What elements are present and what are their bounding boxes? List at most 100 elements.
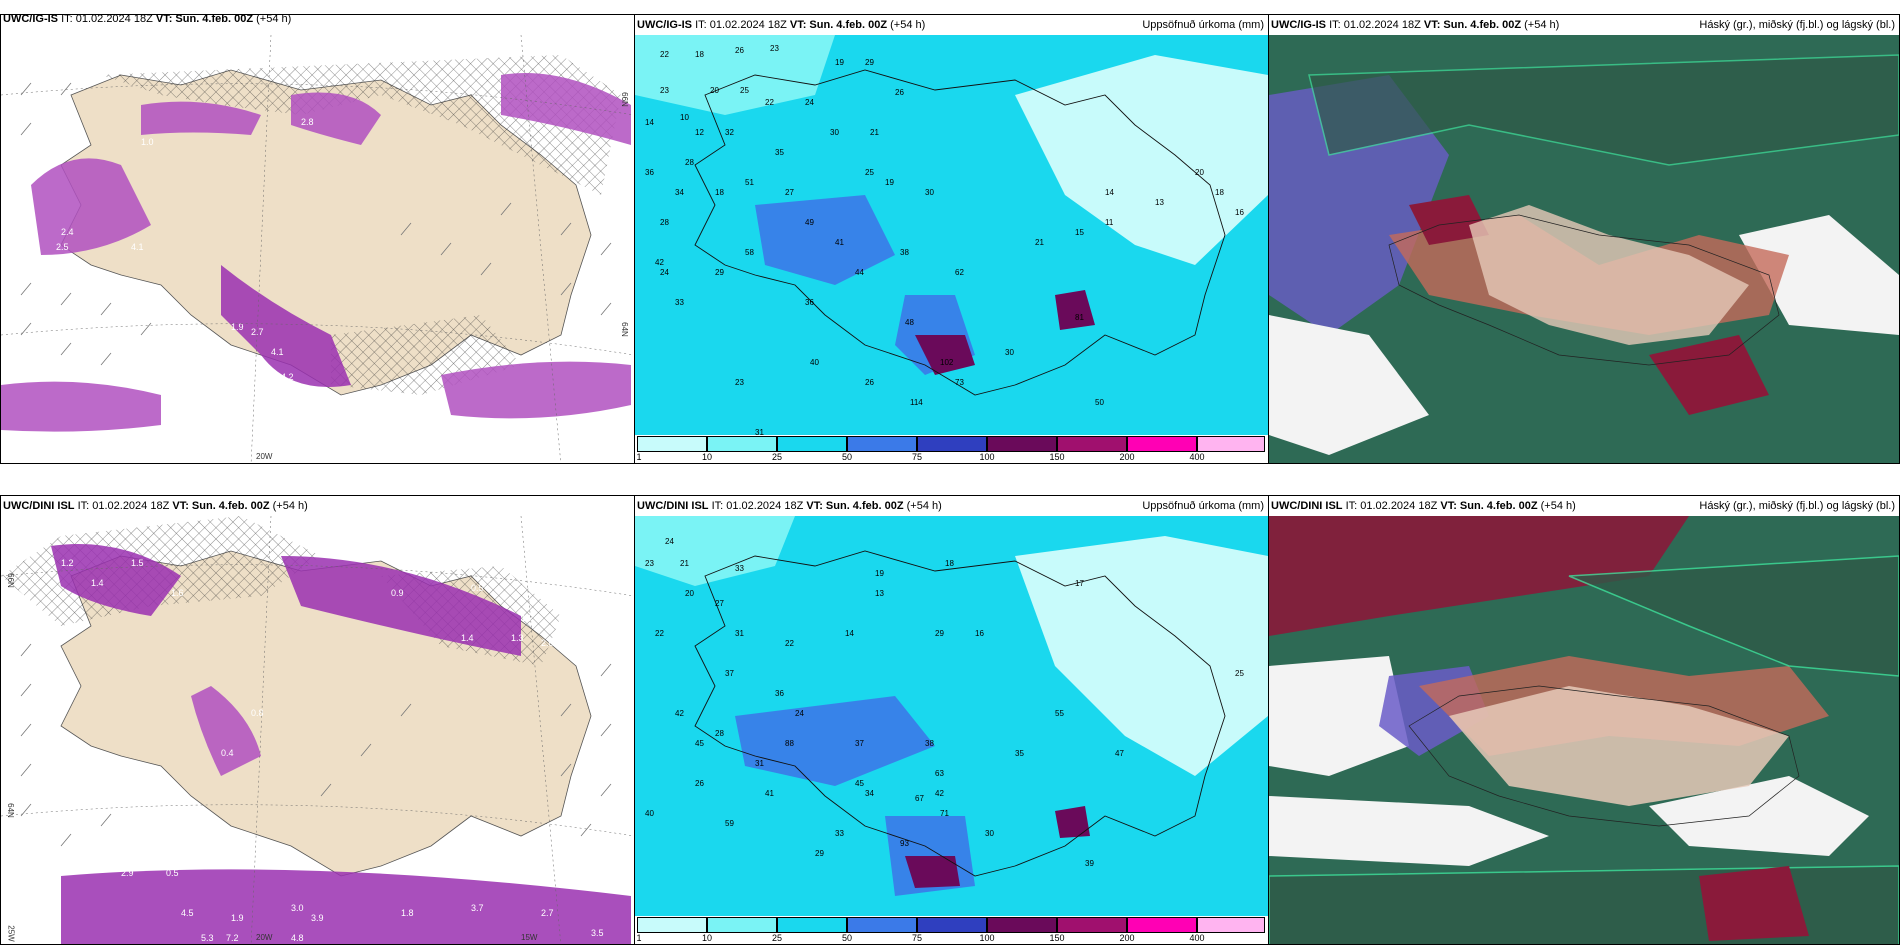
svg-text:27: 27 xyxy=(715,599,724,608)
svg-text:1.2: 1.2 xyxy=(61,558,74,568)
svg-text:2.9: 2.9 xyxy=(471,417,484,427)
high-cloud-darkred-south xyxy=(1649,335,1769,415)
svg-text:1.9: 1.9 xyxy=(231,913,244,923)
panel-bottom-mid-precip: UWC/DINI ISL IT: 01.02.2024 18Z VT: Sun.… xyxy=(634,495,1269,945)
colorbar-swatch xyxy=(847,917,917,933)
svg-text:1.8: 1.8 xyxy=(401,908,414,918)
lon-label-25w: 25W xyxy=(6,925,16,942)
svg-text:27: 27 xyxy=(785,188,794,197)
precip-colorbar: 1 10 25 50 75 100 150 200 400 xyxy=(635,435,1268,463)
svg-text:2.4: 2.4 xyxy=(61,227,74,237)
svg-text:4.5: 4.5 xyxy=(181,908,194,918)
svg-text:31: 31 xyxy=(755,428,764,437)
lat-label-64n: 64N xyxy=(620,322,630,337)
colorbar-tick: 75 xyxy=(911,933,923,943)
colorbar-tick: 400 xyxy=(1189,933,1205,943)
colorbar-tick: 100 xyxy=(979,452,995,462)
colorbar-tick: 150 xyxy=(1049,933,1065,943)
low-cloud-blue xyxy=(1269,75,1449,335)
svg-text:30: 30 xyxy=(985,829,994,838)
colorbar-swatch xyxy=(1057,917,1127,933)
svg-text:55: 55 xyxy=(1055,709,1064,718)
svg-text:4.1: 4.1 xyxy=(271,347,284,357)
svg-text:18: 18 xyxy=(695,50,704,59)
colorbar-tick: 100 xyxy=(979,933,995,943)
svg-text:114: 114 xyxy=(910,398,923,407)
precip-area-light-nw xyxy=(635,35,835,115)
svg-text:26: 26 xyxy=(895,88,904,97)
colorbar-tick: 1 xyxy=(636,452,642,462)
svg-text:1.6: 1.6 xyxy=(171,588,184,598)
svg-text:16: 16 xyxy=(975,629,984,638)
colorbar-tick: 200 xyxy=(1119,452,1135,462)
precip-area-mid xyxy=(755,195,895,285)
panel-title: UWC/DINI ISL IT: 01.02.2024 18Z VT: Sun.… xyxy=(1269,496,1899,516)
svg-text:33: 33 xyxy=(735,564,744,573)
svg-text:3.5: 3.5 xyxy=(261,447,274,457)
svg-text:22: 22 xyxy=(655,629,664,638)
lon-label-20w: 20W xyxy=(256,933,273,942)
svg-text:14: 14 xyxy=(845,629,854,638)
svg-text:31: 31 xyxy=(735,629,744,638)
svg-text:3.8: 3.8 xyxy=(281,452,294,462)
svg-text:2.8: 2.8 xyxy=(301,117,314,127)
snow-wind-map: 1.2 1.4 1.5 1.6 0.6 0.5 0.9 1.4 1.2 2.0 1.3 0.8 0… xyxy=(1,516,634,944)
precip-area-light xyxy=(1015,536,1268,776)
svg-text:33: 33 xyxy=(675,298,684,307)
svg-text:63: 63 xyxy=(935,769,944,778)
svg-text:34: 34 xyxy=(865,789,874,798)
svg-text:34: 34 xyxy=(675,188,684,197)
svg-text:40: 40 xyxy=(645,809,654,818)
svg-text:10: 10 xyxy=(680,113,689,122)
colorbar-swatch xyxy=(637,436,707,452)
svg-text:20: 20 xyxy=(710,86,719,95)
svg-text:58: 58 xyxy=(745,248,754,257)
svg-text:40: 40 xyxy=(810,358,819,367)
wind-barbs xyxy=(20,82,612,366)
svg-text:30: 30 xyxy=(830,128,839,137)
svg-text:3.0: 3.0 xyxy=(291,903,304,913)
lat-lon-gridlines xyxy=(1,35,634,463)
svg-text:1.4: 1.4 xyxy=(461,633,474,643)
precip-area-high xyxy=(905,856,960,888)
svg-text:49: 49 xyxy=(805,218,814,227)
panel-field-label: Háský (gr.), miðský (fj.bl.) og lágský (… xyxy=(1699,19,1895,31)
svg-text:42: 42 xyxy=(655,258,664,267)
svg-text:23: 23 xyxy=(660,86,669,95)
svg-text:5.2: 5.2 xyxy=(581,442,594,452)
high-cloud-darkred-north xyxy=(1269,516,1689,636)
snow-band-west xyxy=(31,158,151,255)
precip-colorbar: 1 10 25 50 75 100 150 200 400 xyxy=(635,916,1268,944)
svg-text:1.4: 1.4 xyxy=(91,578,104,588)
svg-text:37: 37 xyxy=(725,669,734,678)
svg-text:28: 28 xyxy=(660,218,669,227)
colorbar-tick: 400 xyxy=(1189,452,1205,462)
colorbar-swatch xyxy=(847,436,917,452)
svg-text:81: 81 xyxy=(1075,313,1084,322)
clear-area-east xyxy=(1739,215,1899,335)
panel-bottom-right-clouds: UWC/DINI ISL IT: 01.02.2024 18Z VT: Sun.… xyxy=(1268,495,1900,945)
svg-text:2.3: 2.3 xyxy=(421,437,434,447)
svg-text:1.5: 1.5 xyxy=(131,558,144,568)
svg-text:22: 22 xyxy=(785,639,794,648)
panel-title: UWC/IG-IS IT: 01.02.2024 18Z VT: Sun. 4.… xyxy=(1269,15,1899,35)
iceland-outline xyxy=(694,550,1226,877)
svg-text:2.7: 2.7 xyxy=(251,327,264,337)
colorbar-swatch xyxy=(1057,436,1127,452)
svg-text:2.9: 2.9 xyxy=(121,868,134,878)
snow-band-north xyxy=(141,101,261,135)
svg-text:4.2: 4.2 xyxy=(281,372,294,382)
svg-text:7.2: 7.2 xyxy=(226,933,239,943)
svg-text:0.5: 0.5 xyxy=(471,583,484,593)
colorbar-tick: 150 xyxy=(1049,452,1065,462)
svg-text:24: 24 xyxy=(795,709,804,718)
svg-text:26: 26 xyxy=(735,46,744,55)
snow-band-east xyxy=(501,73,631,145)
svg-text:38: 38 xyxy=(900,248,909,257)
colorbar-swatch xyxy=(1127,436,1197,452)
svg-text:39: 39 xyxy=(1085,859,1094,868)
panel-bottom-left-snow-wind: UWC/DINI ISL IT: 01.02.2024 18Z VT: Sun.… xyxy=(0,495,635,945)
lon-label-20w: 20W xyxy=(256,452,273,461)
svg-text:50: 50 xyxy=(1095,398,1104,407)
colorbar-swatch xyxy=(917,917,987,933)
